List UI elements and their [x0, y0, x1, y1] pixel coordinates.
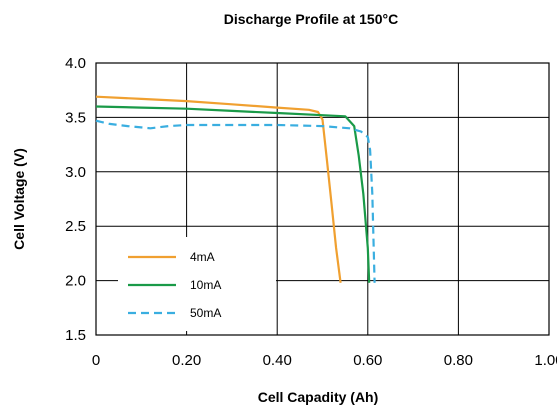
x-tick-label: 0.20 — [172, 352, 201, 369]
y-tick-label: 4.0 — [65, 55, 86, 72]
legend-label: 50mA — [190, 306, 221, 320]
x-tick-label: 1.00 — [534, 352, 557, 369]
x-tick-label: 0 — [92, 352, 100, 369]
y-tick-label: 3.5 — [65, 109, 86, 126]
x-tick-label: 0.60 — [353, 352, 382, 369]
y-tick-label: 3.0 — [65, 164, 86, 181]
x-axis-title: Cell Capadity (Ah) — [258, 389, 379, 405]
plot-frame — [95, 62, 550, 336]
x-tick-label: 0.40 — [263, 352, 292, 369]
legend-label: 10mA — [190, 278, 221, 292]
legend: 4mA 10mA 50mA — [118, 237, 276, 331]
series-line-50mA — [95, 119, 376, 283]
y-axis-title: Cell Voltage (V) — [11, 148, 27, 250]
chart-title: Discharge Profile at 150°C — [224, 11, 398, 27]
legend-label: 4mA — [190, 250, 215, 264]
series-line-10mA — [95, 105, 371, 283]
y-tick-label: 2.0 — [65, 273, 86, 290]
tick-labels: 0 0.20 0.40 0.60 0.80 1.00 1.5 2.0 2.5 3.0 3.5 4.0 — [65, 55, 557, 369]
series-lines — [95, 95, 376, 283]
series-line-4mA — [95, 95, 342, 283]
y-tick-label: 2.5 — [65, 218, 86, 235]
y-tick-label: 1.5 — [65, 327, 86, 344]
x-tick-label: 0.80 — [444, 352, 473, 369]
